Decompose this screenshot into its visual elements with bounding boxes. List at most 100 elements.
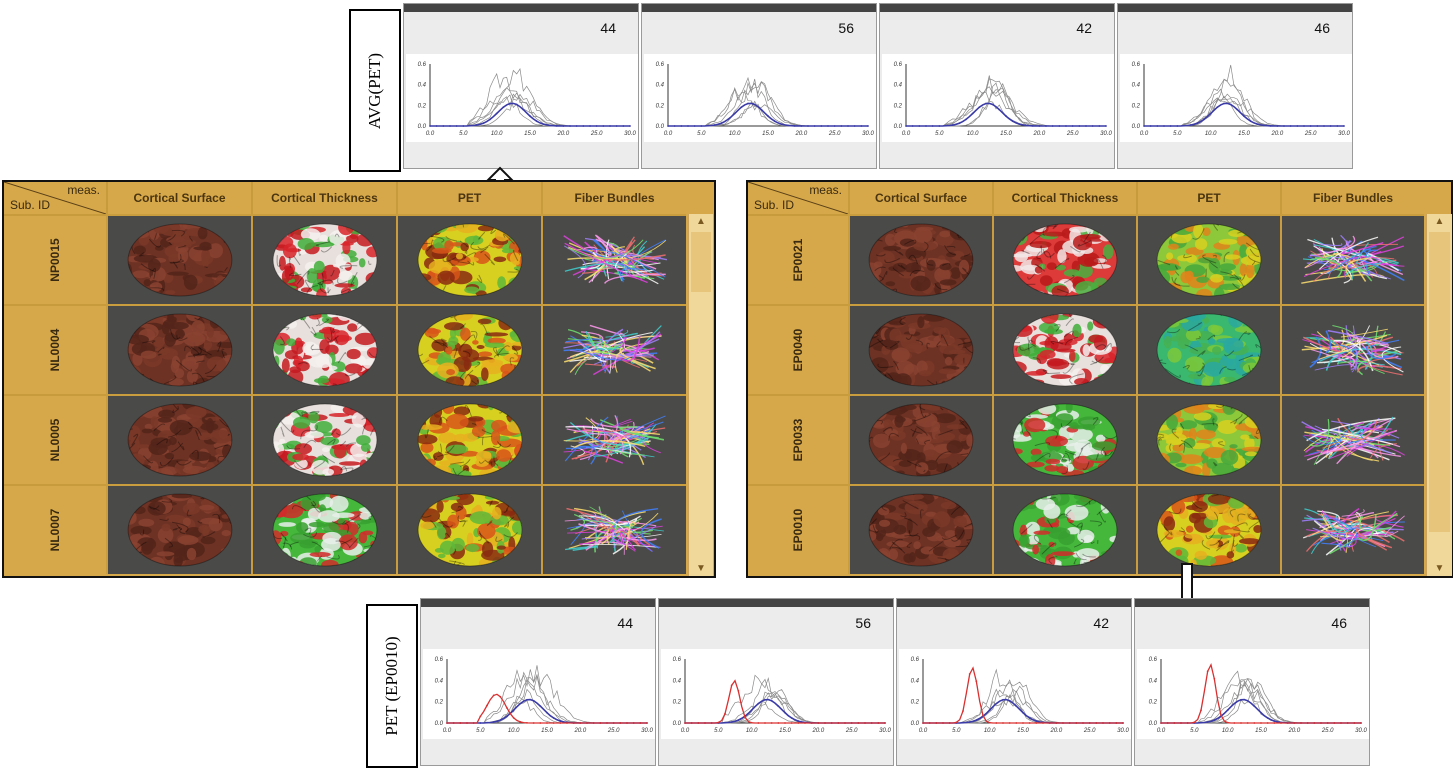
average-point: [905, 125, 907, 127]
subject-pet-point: [492, 694, 495, 697]
avg-pet-chart-panel[interactable]: 46 0.0 0.2 0.4 0.6 0.0 5.0 10.0 15.0 20.0 25.0 30.…: [1117, 3, 1353, 169]
subject-pet-point: [704, 722, 706, 724]
cortical-surface-cell[interactable]: [848, 394, 992, 484]
cortical-thickness-cell[interactable]: [992, 214, 1136, 304]
average-point: [820, 125, 823, 127]
chevron-down-icon[interactable]: ▼: [696, 563, 706, 574]
y-tick-label: 0.0: [435, 721, 444, 727]
cortical-thickness-cell[interactable]: [251, 214, 396, 304]
x-tick-label: 25.0: [1321, 728, 1334, 734]
subject-pet-point: [877, 722, 880, 724]
scroll-thumb[interactable]: [1429, 232, 1450, 532]
average-point: [1169, 125, 1172, 127]
column-header-pet[interactable]: PET: [396, 182, 541, 214]
cortical-thickness-cell[interactable]: [992, 304, 1136, 394]
row-header[interactable]: NL0004: [4, 304, 106, 394]
subject-pet-chart-panel[interactable]: 42 0.0 0.2 0.4 0.6 0.0 5.0 10.0 15.0 20.0 25.0 30.…: [896, 598, 1132, 766]
row-header[interactable]: NL0005: [4, 394, 106, 484]
row-header[interactable]: EP0010: [748, 484, 848, 574]
fiber-bundles-cell[interactable]: [541, 484, 686, 574]
subject-pet-chart-panel[interactable]: 46 0.0 0.2 0.4 0.6 0.0 5.0 10.0 15.0 20.0 25.0 30.…: [1134, 598, 1370, 766]
column-header-fiber-bundles[interactable]: Fiber Bundles: [541, 182, 686, 214]
x-tick-label: 10.0: [729, 131, 741, 137]
subject-pet-point: [744, 716, 746, 719]
subject-pet-point: [1340, 722, 1342, 724]
subject-pet-chart-panel[interactable]: 56 0.0 0.2 0.4 0.6 0.0 5.0 10.0 15.0 20.0 25.0 30.…: [658, 598, 894, 766]
x-tick-label: 0.0: [443, 728, 452, 734]
left-table-scrollbar[interactable]: ▲ ▼: [688, 214, 713, 576]
cortical-surface-cell[interactable]: [106, 484, 251, 574]
fiber-bundles-cell[interactable]: [1280, 484, 1424, 574]
chevron-down-icon[interactable]: ▼: [1434, 563, 1445, 574]
corner-diagonal: [4, 182, 106, 214]
average-point: [1008, 699, 1011, 702]
cortical-surface-cell[interactable]: [106, 304, 251, 394]
pet-cell[interactable]: [396, 304, 541, 394]
subject-pet-point: [1173, 722, 1176, 724]
average-point: [995, 702, 998, 705]
chevron-up-icon[interactable]: ▲: [1434, 216, 1445, 227]
cortical-surface-cell[interactable]: [848, 304, 992, 394]
column-header-cortical-thickness[interactable]: Cortical Thickness: [992, 182, 1136, 214]
average-point: [559, 720, 562, 722]
cortical-thickness-cell[interactable]: [251, 394, 396, 484]
average-point: [700, 125, 703, 127]
pet-cell[interactable]: [396, 484, 541, 574]
cortical-surface-cell[interactable]: [106, 214, 251, 304]
fiber-bundles-cell[interactable]: [1280, 394, 1424, 484]
average-point: [784, 711, 786, 714]
fiber-bundles-cell[interactable]: [541, 214, 686, 304]
subject-id: NL0005: [48, 418, 62, 462]
cortical-surface-cell[interactable]: [106, 394, 251, 484]
brain-image: [1012, 493, 1118, 567]
avg-pet-chart-panel[interactable]: 44 0.0 0.2 0.4 0.6 0.0 5.0 10.0 15.0 20.0 25.0 30.…: [403, 3, 639, 169]
cortical-thickness-cell[interactable]: [992, 484, 1136, 574]
fiber-bundles-cell[interactable]: [541, 394, 686, 484]
x-tick-label: 20.0: [573, 728, 586, 734]
row-header[interactable]: EP0033: [748, 394, 848, 484]
chevron-up-icon[interactable]: ▲: [696, 216, 706, 227]
pet-cell[interactable]: [396, 214, 541, 304]
scroll-thumb[interactable]: [691, 232, 711, 292]
average-point: [1156, 125, 1159, 127]
fiber-bundles-cell[interactable]: [1280, 304, 1424, 394]
row-header[interactable]: EP0040: [748, 304, 848, 394]
brain-image: [1012, 313, 1118, 387]
subject-pet-point: [922, 722, 924, 724]
average-point: [1229, 103, 1232, 106]
cortical-thickness-cell[interactable]: [251, 484, 396, 574]
cortical-thickness-cell[interactable]: [251, 304, 396, 394]
row-header[interactable]: NL0007: [4, 484, 106, 574]
row-header[interactable]: EP0021: [748, 214, 848, 304]
cortical-thickness-cell[interactable]: [992, 394, 1136, 484]
y-tick-label: 0.6: [894, 62, 903, 68]
cortical-surface-cell[interactable]: [848, 484, 992, 574]
subject-pet-point: [1306, 722, 1309, 724]
right-table-scrollbar[interactable]: ▲ ▼: [1426, 214, 1452, 576]
subject-pet-chart-panel[interactable]: 44 0.0 0.2 0.4 0.6 0.0 5.0 10.0 15.0 20.0 25.0 30.…: [420, 598, 656, 766]
subject-pet-point: [857, 722, 860, 724]
subject-pet-point: [1002, 722, 1004, 724]
column-header-pet[interactable]: PET: [1136, 182, 1280, 214]
pet-cell[interactable]: [396, 394, 541, 484]
row-header[interactable]: NP0015: [4, 214, 106, 304]
subject-pet-point: [1166, 722, 1169, 724]
column-header-fiber-bundles[interactable]: Fiber Bundles: [1280, 182, 1424, 214]
average-point: [807, 125, 809, 127]
cortical-surface-cell[interactable]: [848, 214, 992, 304]
fiber-bundles-cell[interactable]: [1280, 214, 1424, 304]
avg-pet-chart-panel[interactable]: 42 0.0 0.2 0.4 0.6 0.0 5.0 10.0 15.0 20.0 25.0 30.…: [879, 3, 1115, 169]
pet-cell[interactable]: [1136, 304, 1280, 394]
subject-pet-point: [1062, 722, 1064, 724]
fiber-bundles-cell[interactable]: [541, 304, 686, 394]
column-header-cortical-surface[interactable]: Cortical Surface: [848, 182, 992, 214]
average-point: [750, 709, 753, 712]
pet-cell[interactable]: [1136, 214, 1280, 304]
y-tick-label: 0.6: [418, 62, 427, 68]
pet-cell[interactable]: [1136, 484, 1280, 574]
column-header-cortical-thickness[interactable]: Cortical Thickness: [251, 182, 396, 214]
x-tick-label: 5.0: [476, 728, 485, 734]
avg-pet-chart-panel[interactable]: 56 0.0 0.2 0.4 0.6 0.0 5.0 10.0 15.0 20.0 25.0 30.…: [641, 3, 877, 169]
column-header-cortical-surface[interactable]: Cortical Surface: [106, 182, 251, 214]
pet-cell[interactable]: [1136, 394, 1280, 484]
